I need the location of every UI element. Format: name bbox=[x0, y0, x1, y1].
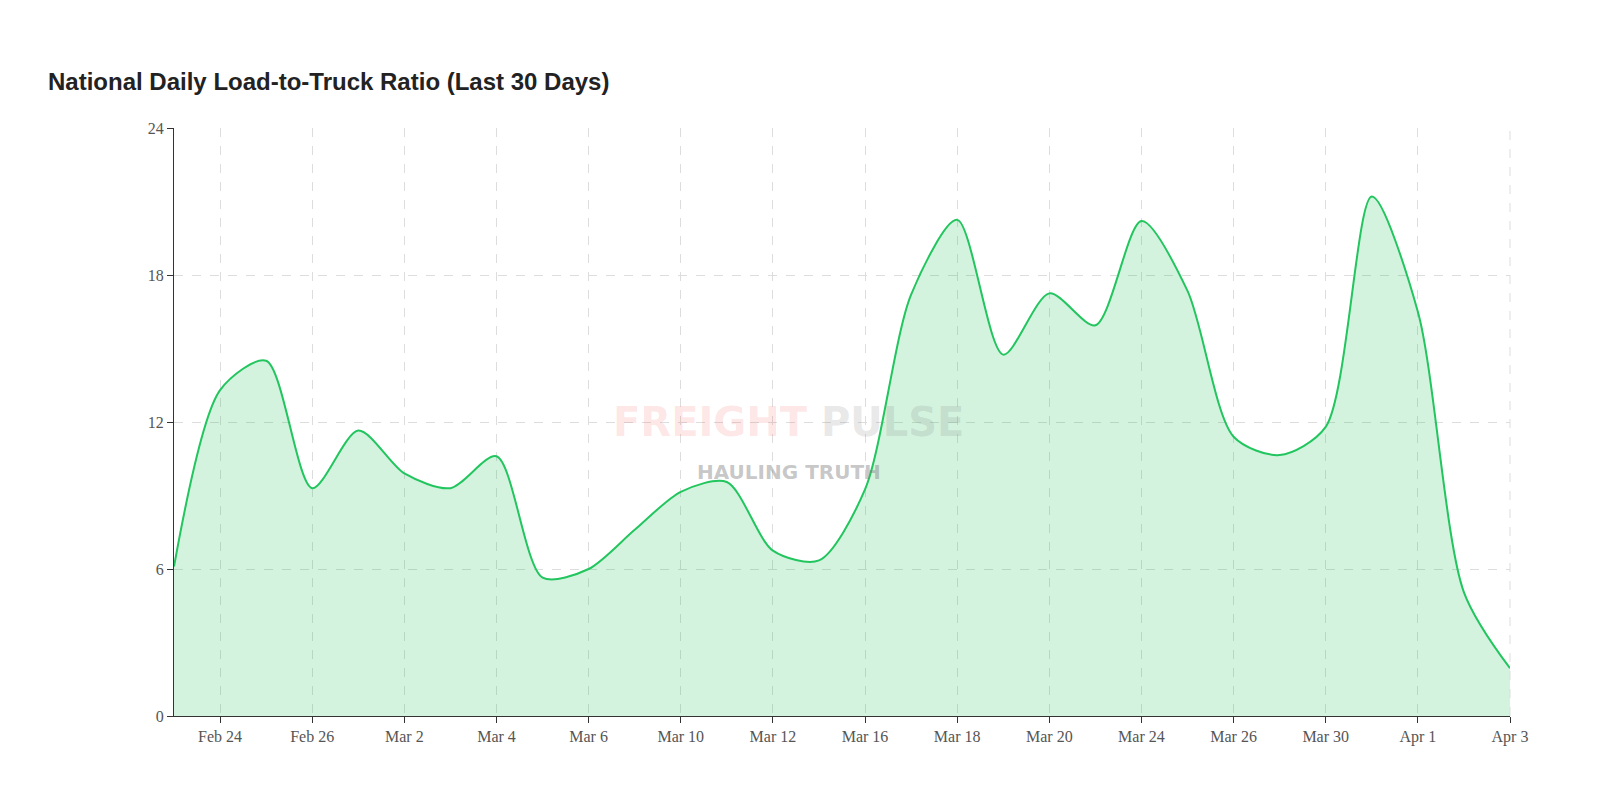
svg-text:Apr 1: Apr 1 bbox=[1399, 728, 1436, 746]
svg-text:12: 12 bbox=[148, 414, 164, 431]
svg-text:Feb 26: Feb 26 bbox=[290, 728, 334, 745]
svg-text:Feb 24: Feb 24 bbox=[198, 728, 242, 745]
svg-text:FREIGHT PULSE: FREIGHT PULSE bbox=[613, 399, 964, 445]
svg-text:6: 6 bbox=[156, 561, 164, 578]
svg-text:National Daily Load-to-Truck R: National Daily Load-to-Truck Ratio (Last… bbox=[48, 68, 609, 95]
svg-text:Mar 20: Mar 20 bbox=[1026, 728, 1073, 745]
svg-text:Mar 30: Mar 30 bbox=[1302, 728, 1349, 745]
svg-text:Apr 3: Apr 3 bbox=[1492, 728, 1529, 746]
svg-text:Mar 4: Mar 4 bbox=[477, 728, 516, 745]
svg-text:HAULING TRUTH: HAULING TRUTH bbox=[697, 460, 881, 484]
svg-text:Mar 16: Mar 16 bbox=[842, 728, 889, 745]
svg-text:Mar 6: Mar 6 bbox=[569, 728, 608, 745]
svg-text:Mar 24: Mar 24 bbox=[1118, 728, 1165, 745]
svg-text:0: 0 bbox=[156, 708, 164, 725]
svg-text:Mar 26: Mar 26 bbox=[1210, 728, 1257, 745]
svg-text:18: 18 bbox=[148, 267, 164, 284]
svg-text:24: 24 bbox=[148, 120, 164, 137]
svg-text:Mar 2: Mar 2 bbox=[385, 728, 424, 745]
svg-text:Mar 18: Mar 18 bbox=[934, 728, 981, 745]
svg-text:Mar 12: Mar 12 bbox=[750, 728, 797, 745]
svg-text:Mar 10: Mar 10 bbox=[657, 728, 704, 745]
